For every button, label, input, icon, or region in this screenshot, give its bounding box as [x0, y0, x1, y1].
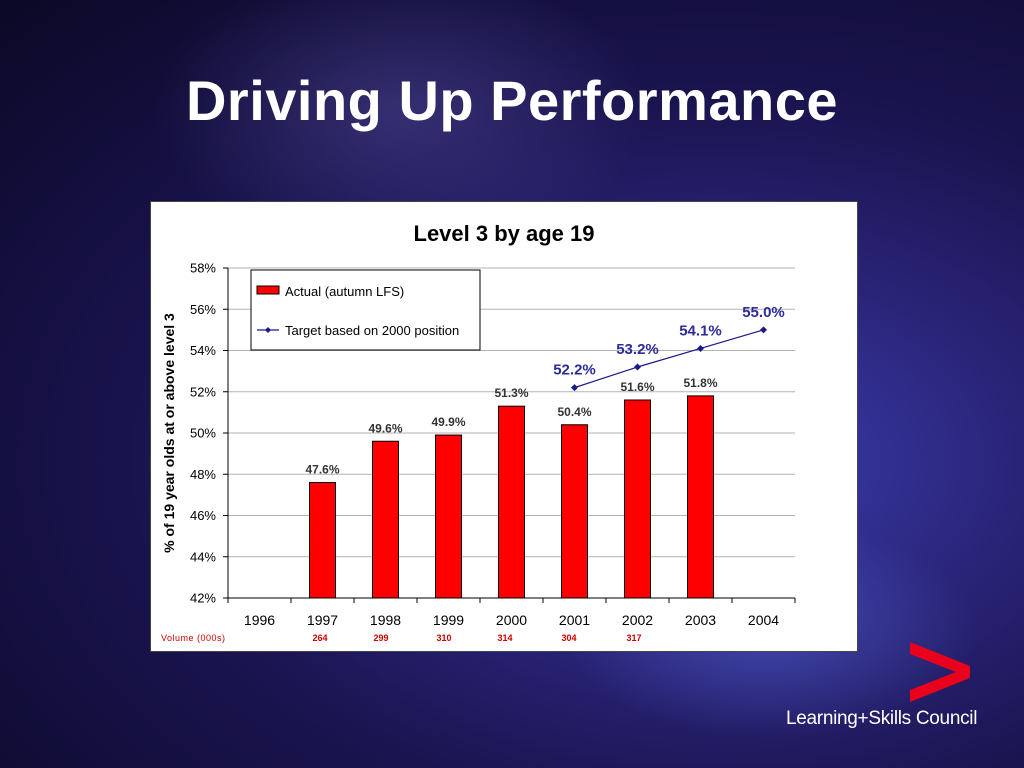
x-tick-label: 2000 [496, 612, 527, 628]
y-tick-label: 56% [190, 302, 216, 317]
volume-value: 310 [436, 633, 451, 643]
bar-data-label: 51.3% [494, 386, 528, 400]
legend-box [250, 269, 481, 351]
chevron-right-icon [910, 642, 970, 702]
y-tick-label: 50% [190, 426, 216, 441]
y-axis-label: % of 19 year olds at or above level 3 [161, 313, 177, 553]
y-tick-label: 58% [190, 261, 216, 276]
bar-data-label: 51.8% [683, 376, 717, 390]
slide-title: Driving Up Performance [185, 69, 839, 132]
target-point [571, 384, 578, 392]
bar [561, 424, 588, 599]
y-tick-label: 46% [190, 508, 216, 523]
legend-marker-target [265, 327, 271, 333]
bar [498, 405, 525, 599]
x-tick-label: 1996 [244, 612, 275, 628]
bar [435, 434, 462, 599]
x-tick-label: 2003 [685, 612, 716, 628]
x-tick-label: 2004 [748, 612, 779, 628]
bar [309, 482, 336, 599]
volume-value: 317 [626, 633, 641, 643]
volume-value: 299 [373, 633, 388, 643]
target-data-label: 55.0% [742, 304, 785, 321]
bar-data-label: 51.6% [620, 380, 654, 394]
y-tick-label: 44% [190, 549, 216, 564]
y-tick-label: 52% [190, 384, 216, 399]
chart-panel: 42% 44% 46% 48% 50% 52% 54% 56% 58% 1996 1997 1998 1… [150, 201, 858, 652]
x-tick-label: 1998 [370, 612, 401, 628]
volume-row-label: Volume (000s) [161, 633, 226, 643]
y-tick-label: 48% [190, 467, 216, 482]
legend-label-actual: Actual (autumn LFS) [285, 284, 404, 299]
bar-data-label: 50.4% [557, 405, 591, 419]
volume-value: 304 [561, 633, 576, 643]
y-tick-label: 54% [190, 343, 216, 358]
target-point [760, 326, 767, 334]
bar-data-label: 49.9% [431, 415, 465, 429]
bar-data-label: 47.6% [305, 463, 339, 477]
target-data-label: 52.2% [553, 362, 596, 379]
target-series-line [574, 329, 764, 389]
chart-title: Level 3 by age 19 [414, 221, 595, 246]
legend-swatch-actual [256, 285, 280, 295]
x-tick-label: 2002 [622, 612, 653, 628]
target-data-label: 54.1% [679, 322, 722, 339]
target-point [634, 363, 641, 371]
bar [624, 399, 651, 599]
target-point [697, 344, 704, 352]
legend-label-target: Target based on 2000 position [285, 323, 459, 338]
x-tick-label: 1999 [433, 612, 464, 628]
y-tick-label: 42% [190, 591, 216, 606]
chart: 42% 44% 46% 48% 50% 52% 54% 56% 58% 1996 1997 1998 1… [161, 221, 796, 643]
volume-value: 314 [497, 633, 512, 643]
bar-data-label: 49.6% [368, 421, 402, 435]
target-data-label: 53.2% [616, 341, 659, 358]
volume-value: 264 [312, 633, 327, 643]
bar [372, 440, 399, 599]
x-tick-label: 2001 [559, 612, 590, 628]
bar [687, 395, 714, 599]
x-tick-label: 1997 [307, 612, 338, 628]
logo-text: Learning+Skills Council [786, 708, 978, 729]
